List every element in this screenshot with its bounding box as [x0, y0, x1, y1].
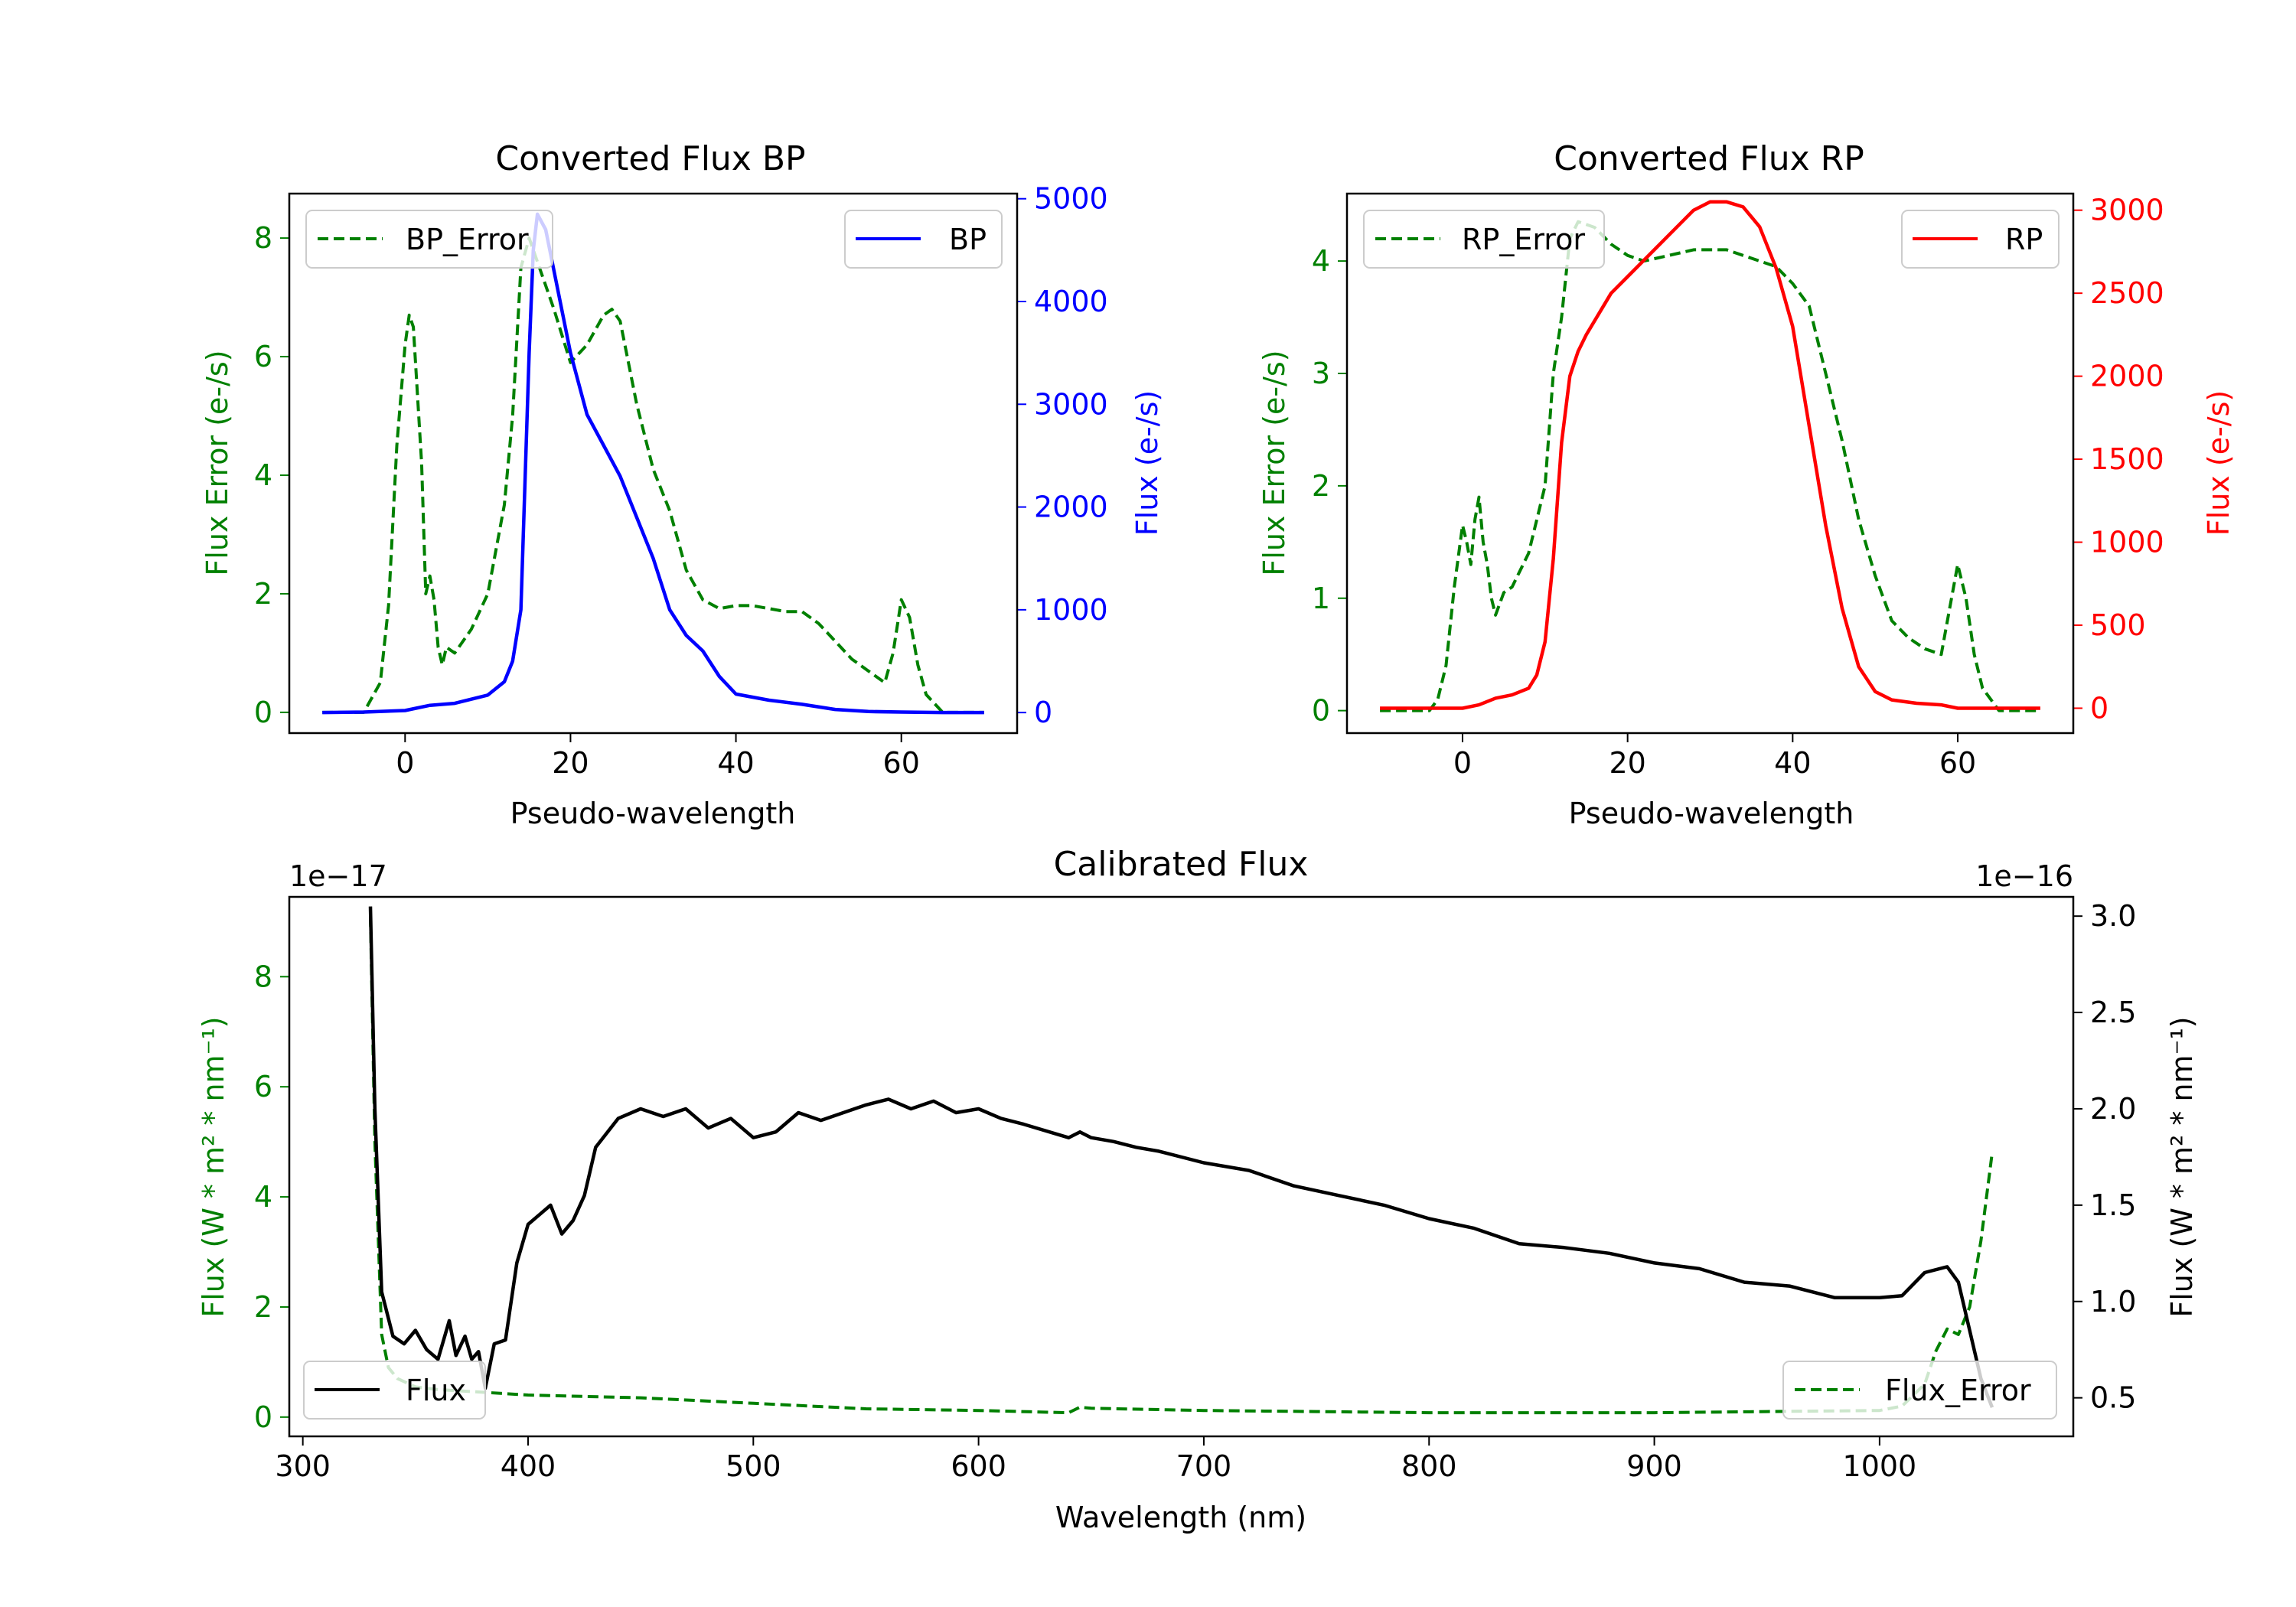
- y-tick-label-right: 0.5: [2090, 1381, 2136, 1415]
- y-tick-label-right: 2000: [1034, 491, 1108, 524]
- legend-box: [844, 210, 1003, 269]
- series-line-flux: [368, 906, 1994, 1409]
- x-tick-label: 700: [1176, 1449, 1232, 1483]
- y-tick-label-right: 3000: [2090, 194, 2164, 227]
- x-tick-label: 0: [1453, 746, 1472, 780]
- chart-title: Converted Flux RP: [1554, 139, 1864, 178]
- panel-bp: Converted Flux BP 0 20 40 60 0 2 4 6 8 0 1000 2000 3…: [201, 139, 1164, 830]
- y-axis-label-right: Flux (W * m² * nm⁻¹): [2165, 1016, 2199, 1317]
- series-line-rp: [1380, 200, 2040, 710]
- y-tick-label-left: 0: [1312, 694, 1330, 728]
- x-tick-label: 20: [1609, 746, 1645, 780]
- x-tick-label: 300: [275, 1449, 331, 1483]
- legend-left: Flux: [303, 1361, 486, 1420]
- y-tick-label-right: 2500: [2090, 276, 2164, 310]
- x-tick-label: 400: [501, 1449, 556, 1483]
- y-axis-label-left: Flux Error (e-/s): [201, 350, 234, 575]
- y-tick-label-right: 0: [1034, 696, 1052, 729]
- y-tick-label-left: 6: [254, 340, 272, 373]
- plot-frame: [288, 895, 2075, 1438]
- y-tick-label-left: 6: [254, 1070, 272, 1103]
- y-tick-label-left: 2: [254, 1290, 272, 1324]
- x-tick-label: 1000: [1843, 1449, 1917, 1483]
- legend-right: Flux_Error: [1782, 1361, 2057, 1420]
- legend-label: Flux: [406, 1374, 466, 1407]
- y-tick-label-left: 8: [254, 960, 272, 993]
- y-axis-label-right: Flux (e-/s): [2202, 390, 2236, 536]
- y-tick-label-right: 2.0: [2090, 1092, 2136, 1126]
- y-axis-label-right: Flux (e-/s): [1130, 390, 1164, 536]
- y-tick-label-left: 0: [254, 1400, 272, 1434]
- series-line-bp: [322, 212, 984, 715]
- chart-title: Converted Flux BP: [495, 139, 805, 178]
- y-tick-label-left: 8: [254, 221, 272, 255]
- y-tick-label-left: 1: [1312, 582, 1330, 615]
- y-tick-label-left: 4: [254, 1180, 272, 1214]
- x-axis-label: Pseudo-wavelength: [510, 797, 796, 830]
- legend-left: RP_Error: [1363, 210, 1605, 269]
- legend-box: [1363, 210, 1605, 269]
- y-tick-label-right: 4000: [1034, 285, 1108, 318]
- y-tick-label-right: 1000: [2090, 526, 2164, 559]
- legend-box: [1782, 1361, 2057, 1420]
- y-tick-label-left: 2: [254, 577, 272, 611]
- y-tick-label-left: 3: [1312, 357, 1330, 390]
- y-tick-label-right: 0: [2090, 691, 2108, 725]
- y-tick-label-left: 4: [254, 458, 272, 492]
- y-tick-label-right: 1000: [1034, 593, 1108, 627]
- legend-box: [1901, 210, 2060, 269]
- legend-label: RP_Error: [1462, 223, 1585, 256]
- x-tick-label: 60: [1939, 746, 1976, 780]
- y-tick-label-left: 2: [1312, 469, 1330, 503]
- panel-rp: Converted Flux RP 0 20 40 60012340500100015…: [1257, 139, 2236, 830]
- y-tick-label-left: 0: [254, 696, 272, 729]
- legend-label: BP: [949, 223, 987, 256]
- x-tick-label: 800: [1401, 1449, 1457, 1483]
- panel-calibrated: Calibrated Flux 300 400 500 600 700 800 900 100…: [197, 845, 2199, 1534]
- x-tick-label: 0: [396, 746, 414, 780]
- legend-box: [303, 1361, 486, 1420]
- legend-label: BP_Error: [406, 223, 529, 256]
- y-tick-label-right: 2000: [2090, 360, 2164, 393]
- y-tick-label-right: 2.5: [2090, 996, 2136, 1029]
- offset-text-right: 1e−16: [1975, 859, 2073, 893]
- legend-label: RP: [2005, 223, 2043, 256]
- y-tick-label-right: 1500: [2090, 442, 2164, 476]
- y-tick-label-right: 500: [2090, 608, 2146, 642]
- x-tick-label: 60: [883, 746, 920, 780]
- plot-frame: [1345, 192, 2075, 735]
- y-tick-label-right: 3000: [1034, 387, 1108, 421]
- legend-right: RP: [1901, 210, 2060, 269]
- y-axis-label-left: Flux Error (e-/s): [1257, 350, 1291, 575]
- y-tick-label-right: 3.0: [2090, 899, 2136, 933]
- legend-right: BP: [844, 210, 1003, 269]
- plot-frame: [288, 192, 1019, 735]
- x-axis-label: Wavelength (nm): [1055, 1501, 1306, 1534]
- series-line-rp-error: [1380, 220, 2040, 712]
- y-tick-label-right: 1.0: [2090, 1285, 2136, 1319]
- x-tick-label: 500: [726, 1449, 781, 1483]
- x-tick-label: 20: [552, 746, 589, 780]
- y-tick-label-left: 4: [1312, 244, 1330, 278]
- y-axis-label-left: Flux (W * m² * nm⁻¹): [197, 1016, 230, 1317]
- legend-box: [305, 210, 553, 269]
- x-tick-label: 40: [1774, 746, 1811, 780]
- x-tick-label: 600: [951, 1449, 1006, 1483]
- offset-text-left: 1e−17: [289, 859, 387, 893]
- y-tick-label-right: 5000: [1034, 182, 1108, 216]
- legend-label: Flux_Error: [1885, 1374, 2031, 1407]
- legend-left: BP_Error: [305, 210, 553, 269]
- x-axis-label: Pseudo-wavelength: [1569, 797, 1854, 830]
- chart-title: Calibrated Flux: [1054, 845, 1309, 884]
- x-tick-label: 40: [717, 746, 754, 780]
- x-tick-label: 900: [1626, 1449, 1682, 1483]
- y-tick-label-right: 1.5: [2090, 1188, 2136, 1222]
